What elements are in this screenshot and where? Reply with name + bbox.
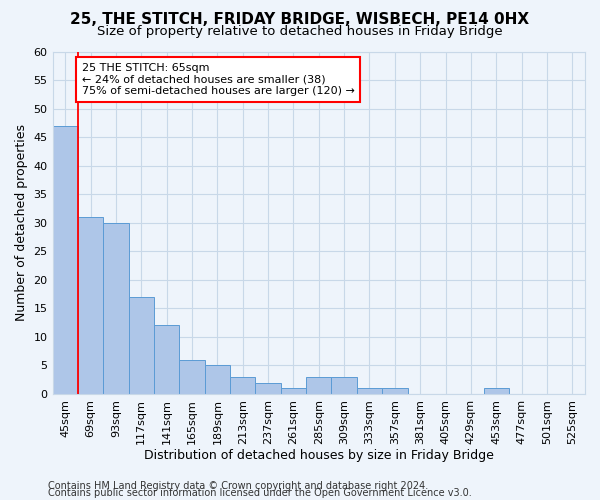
Bar [205,366,230,394]
Y-axis label: Number of detached properties: Number of detached properties [15,124,28,321]
Bar [53,126,78,394]
Bar [331,377,357,394]
Text: Contains public sector information licensed under the Open Government Licence v3: Contains public sector information licen… [48,488,472,498]
Bar [230,377,256,394]
X-axis label: Distribution of detached houses by size in Friday Bridge: Distribution of detached houses by size … [144,450,494,462]
Text: 25 THE STITCH: 65sqm
← 24% of detached houses are smaller (38)
75% of semi-detac: 25 THE STITCH: 65sqm ← 24% of detached h… [82,63,355,96]
Bar [484,388,509,394]
Text: 25, THE STITCH, FRIDAY BRIDGE, WISBECH, PE14 0HX: 25, THE STITCH, FRIDAY BRIDGE, WISBECH, … [70,12,530,28]
Bar [103,222,128,394]
Bar [382,388,407,394]
Bar [179,360,205,394]
Bar [128,297,154,394]
Text: Contains HM Land Registry data © Crown copyright and database right 2024.: Contains HM Land Registry data © Crown c… [48,481,428,491]
Text: Size of property relative to detached houses in Friday Bridge: Size of property relative to detached ho… [97,25,503,38]
Bar [357,388,382,394]
Bar [281,388,306,394]
Bar [256,382,281,394]
Bar [154,326,179,394]
Bar [306,377,331,394]
Bar [78,217,103,394]
